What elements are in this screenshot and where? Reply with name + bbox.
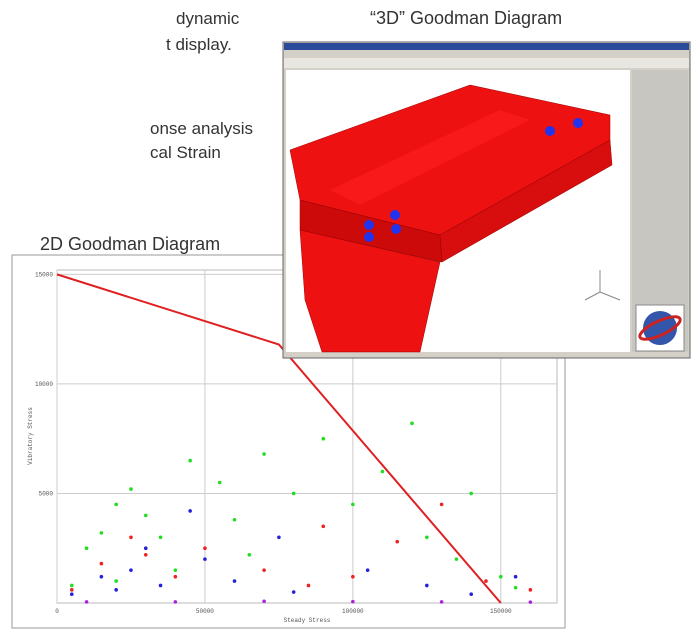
point [440,600,444,604]
point [144,514,148,518]
point [529,600,533,604]
y-tick-label: 10000 [35,381,53,388]
point [381,470,385,474]
toolbar [284,58,689,68]
point [277,535,281,539]
point [100,562,104,566]
point [85,546,89,550]
point [321,437,325,441]
point [114,588,118,592]
point [100,531,104,535]
point [262,599,266,603]
point [100,575,104,579]
point [233,579,237,583]
point [248,553,252,557]
x-tick-label: 0 [55,608,59,615]
point [425,584,429,588]
point [529,588,533,592]
point [218,481,222,485]
point [70,584,74,588]
point [188,459,192,463]
point [366,568,370,572]
page: dynamic t display. onse analysis cal Str… [0,0,693,633]
point [144,546,148,550]
x-tick-label: 100000 [342,608,364,615]
y-tick-label: 5000 [39,490,54,497]
x-tick-label: 50000 [196,608,214,615]
point [129,535,133,539]
point [188,509,192,513]
point [70,592,74,596]
point [233,518,237,522]
label-3d: “3D” Goodman Diagram [370,8,562,28]
point [174,575,178,579]
slide: dynamic t display. onse analysis cal Str… [0,0,693,633]
text-line: t display. [166,35,232,54]
point [455,557,459,561]
point [174,600,178,604]
point [499,575,503,579]
marker [545,126,555,136]
point [469,492,473,496]
x-tick-label: 150000 [490,608,512,615]
marker [573,118,583,128]
label-2d: 2D Goodman Diagram [40,234,220,254]
point [425,535,429,539]
y-axis-label: Vibratory Stress [27,407,34,465]
point [410,422,414,426]
point [144,553,148,557]
point [292,590,296,594]
text-line: dynamic [176,9,240,28]
point [292,492,296,496]
point [514,586,518,590]
point [321,525,325,529]
point [351,575,355,579]
point [351,503,355,507]
point [395,540,399,544]
window-3d [283,42,690,358]
text-line: cal Strain [150,143,221,162]
marker [390,210,400,220]
point [114,579,118,583]
point [307,584,311,588]
point [159,535,163,539]
point [262,452,266,456]
point [440,503,444,507]
point [203,546,207,550]
y-tick-label: 15000 [35,271,53,278]
point [70,588,74,592]
title-bar [284,43,689,50]
marker [391,224,401,234]
point [85,600,89,604]
point [203,557,207,561]
marker [364,232,374,242]
point [514,575,518,579]
point [469,592,473,596]
point [262,568,266,572]
x-axis-label: Steady Stress [284,617,331,624]
point [159,584,163,588]
marker [364,220,374,230]
point [129,568,133,572]
point [351,600,355,604]
point [174,568,178,572]
point [484,579,488,583]
point [129,487,133,491]
point [114,503,118,507]
text-line: onse analysis [150,119,253,138]
